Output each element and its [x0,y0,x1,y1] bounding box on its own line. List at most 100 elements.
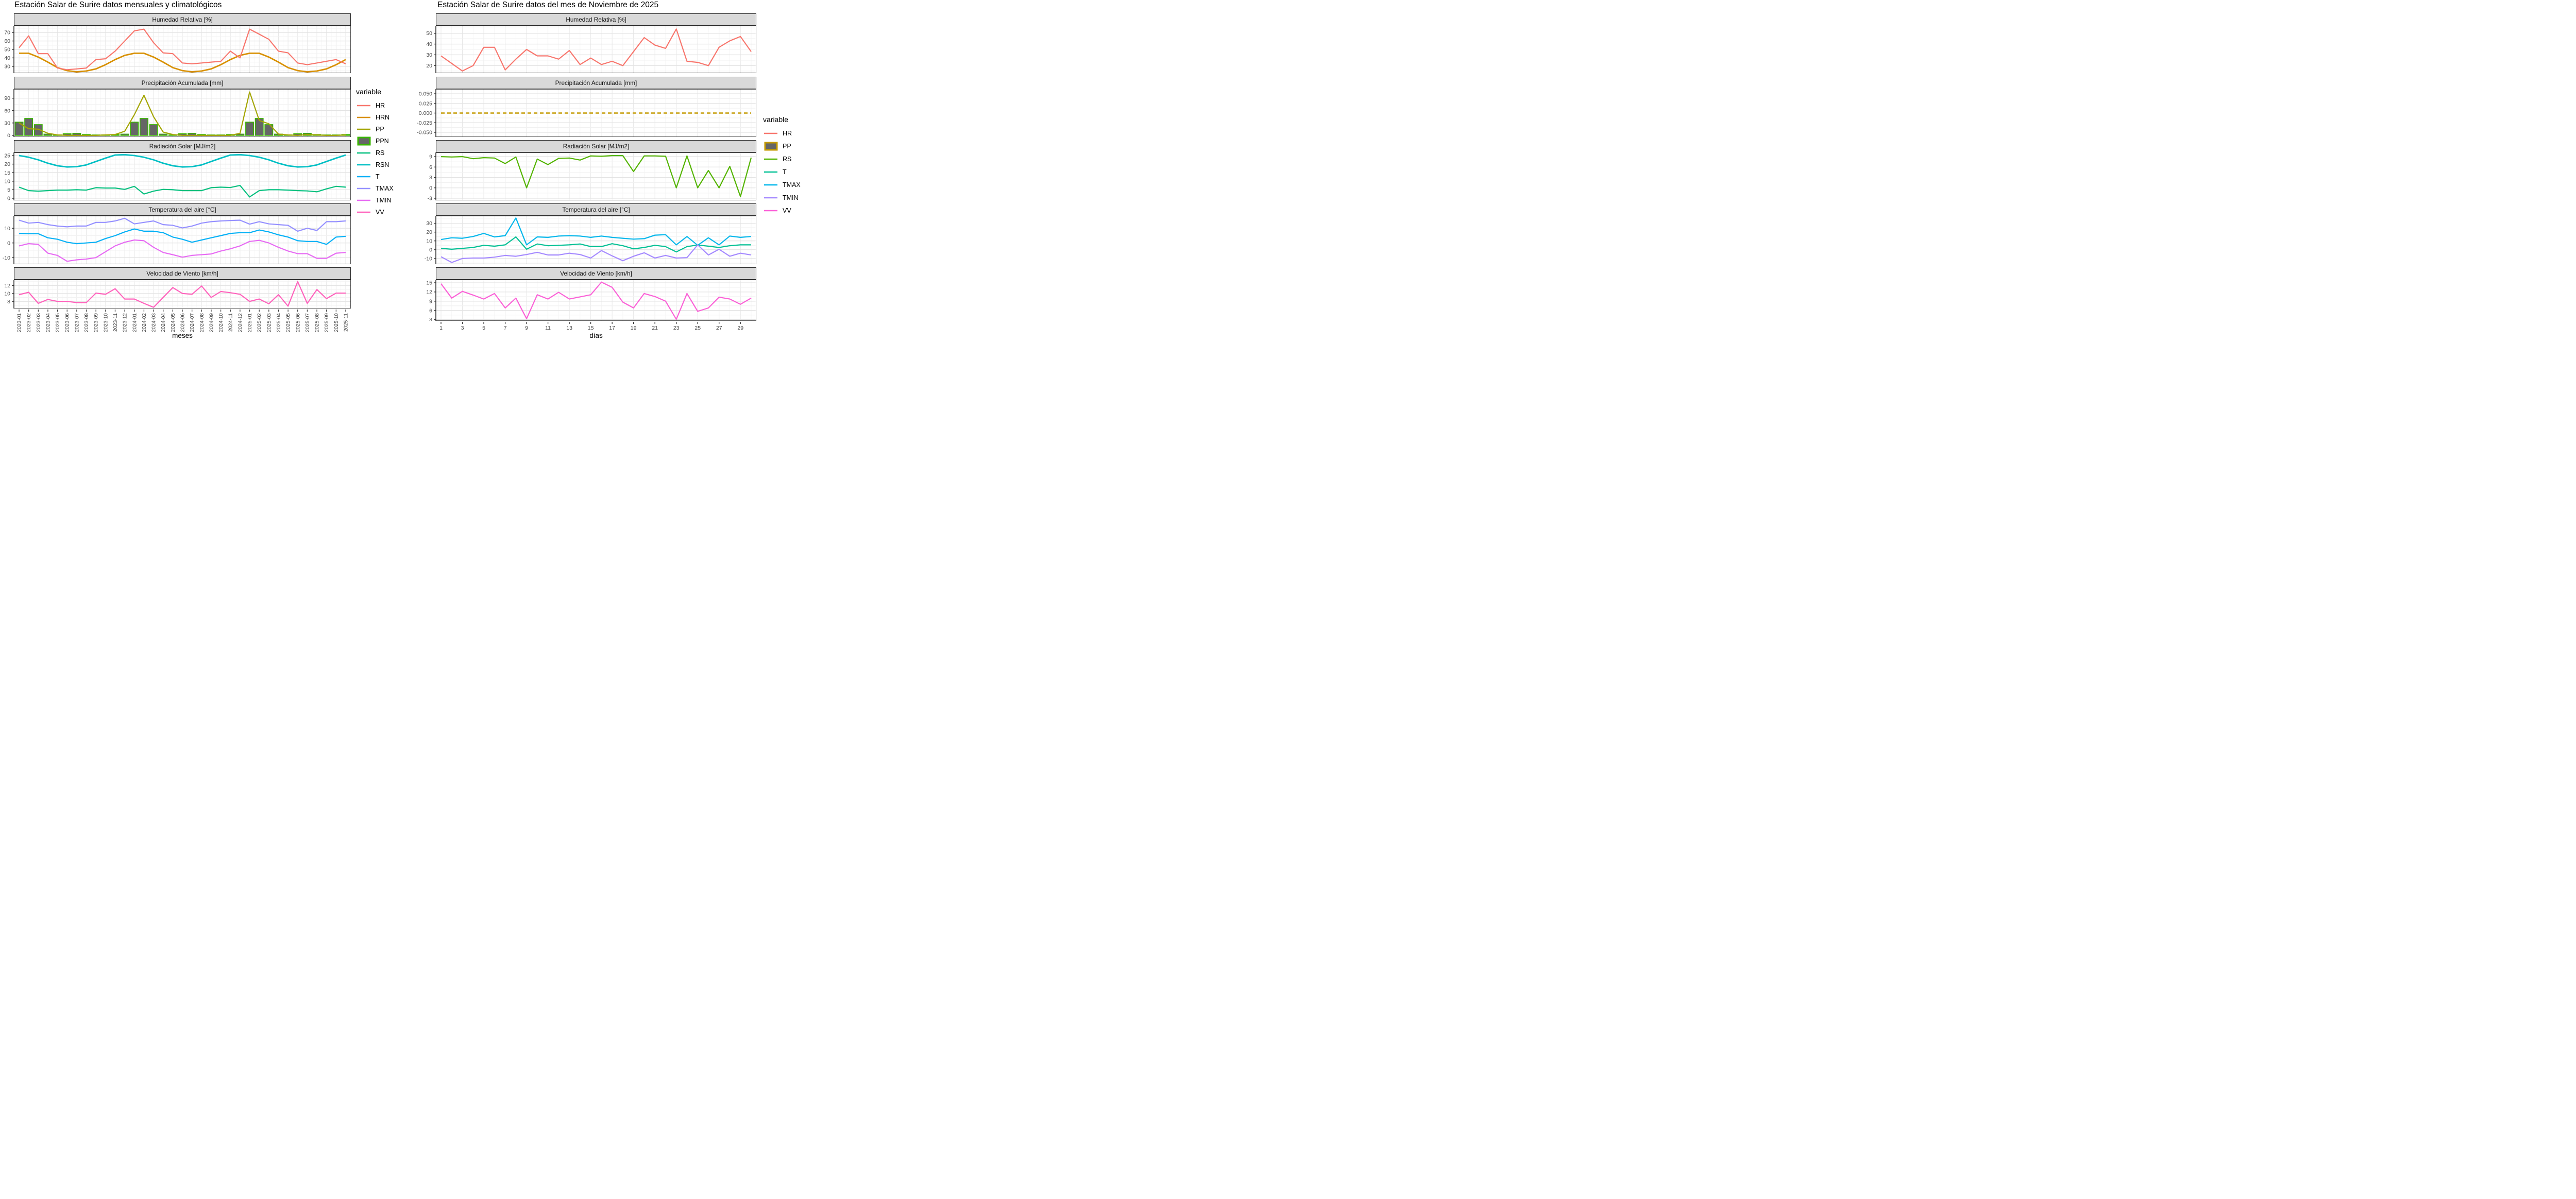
x-axis-labels-1: 1 3 5 7 9 11 13 15 17 19 21 23 25 27 29 [439,322,743,330]
legend-item-label: HR [376,102,385,109]
left-legend-title: variable [356,88,382,96]
x-tick-label: 25 [694,325,701,330]
y-tick-label: 5 [7,187,10,193]
x-tick-label: 2024-11 [228,313,234,332]
y-tick-label: 10 [4,290,10,297]
y-tick-label: 25 [4,153,10,159]
line-TMAX [19,217,346,232]
y-tick-label: 15 [426,280,432,286]
legend-item-TMAX: TMAX [763,180,801,190]
y-tick-label: 0 [7,240,10,246]
x-tick-label: 2025-09 [324,313,330,332]
x-tick-label: 1 [439,325,443,330]
x-tick-label: 9 [525,325,528,330]
legend-key-line [764,158,777,160]
legend-item-VV: VV [356,208,394,217]
legend-item-PPN: PPN [356,136,394,146]
legend-item-VV: VV [763,206,801,215]
x-tick-label: 2025-06 [295,313,301,332]
x-tick-label: 2024-10 [218,313,224,332]
line-RSN [19,153,346,168]
right-legend-items: HR PP RS T TMAX TMIN VV [763,129,801,215]
facet-plot-1-4: 15 12 9 6 3 [426,280,756,321]
x-tick-label: 2024-08 [199,313,205,332]
y-tick-label: -0.050 [417,130,432,136]
legend-item-label: HRN [376,114,390,121]
legend-key-line [357,187,370,190]
y-tick-label: 15 [4,170,10,176]
facet-plot-1-3: 30 20 10 0 -10 [425,216,756,264]
line-HRN [19,53,346,73]
line-TMAX [440,217,752,246]
y-tick-label: 20 [4,161,10,167]
y-tick-label: 8 [7,299,10,305]
x-tick-label: 2024-12 [238,313,243,332]
x-tick-label: 2023-11 [113,313,118,332]
legend-key-line [764,197,777,199]
x-tick-label: 2025-07 [305,313,311,332]
x-tick-label: 2023-04 [45,313,51,332]
bar-PPN [130,122,139,136]
facet-plot-1-2: 9 6 3 0 -3 [428,152,756,200]
legend-item-PP: PP [763,142,801,151]
y-tick-label: 0 [7,196,10,200]
x-tick-label: 2023-09 [94,313,99,332]
x-tick-label: 2023-10 [103,313,109,332]
legend-key-line [357,211,370,213]
line-VV [19,281,346,308]
facet-plot-1-1: 0.050 0.025 0.000 -0.025 -0.050 [417,89,756,137]
y-tick-label: 3 [429,175,432,181]
x-tick-label: 2024-05 [171,313,176,332]
left-chart-title: Estación Salar de Surire datos mensuales… [14,1,222,9]
y-tick-label: -3 [428,196,432,200]
bar-PPN [14,122,24,136]
bar-PPN [33,124,43,136]
x-tick-label: 2025-01 [247,313,253,332]
legend-item-label: VV [376,209,384,216]
x-tick-label: 2025-03 [266,313,272,332]
y-tick-label: 0 [429,247,432,253]
x-tick-label: 2024-07 [190,313,195,332]
legend-key-line [357,199,370,201]
legend-key-rect [764,142,778,151]
y-tick-label: 50 [4,47,10,53]
y-tick-label: 30 [4,63,10,70]
x-tick-label: 23 [673,325,680,330]
facet-strip-1-4: Velocidad de Viento [km/h] [436,267,756,280]
legend-key-line [357,164,370,166]
legend-key-line [764,210,777,212]
x-tick-label: 2023-01 [17,313,23,332]
x-tick-label: 2025-08 [315,313,320,332]
legend-key-line [357,116,370,118]
x-tick-label: 2025-10 [334,313,340,332]
y-tick-label: 30 [426,52,432,58]
line-PP [19,91,346,136]
legend-item-label: TMAX [783,181,801,189]
x-tick-label: 2025-04 [276,313,282,332]
x-tick-label: 2023-06 [65,313,71,332]
y-tick-label: 30 [426,220,432,227]
y-tick-label: 40 [426,41,432,47]
line-HR [440,28,752,72]
y-tick-label: 40 [4,55,10,61]
x-tick-label: 15 [588,325,594,330]
bar-PPN [255,118,264,136]
x-tick-label: 2024-06 [180,313,186,332]
legend-key-line [357,152,370,154]
x-tick-label: 2025-11 [344,313,349,332]
legend-item-label: TMAX [376,185,394,192]
x-tick-label: 29 [737,325,743,330]
y-tick-label: 12 [4,283,10,289]
facet-strip-0-0: Humedad Relativa [%] [14,13,351,26]
legend-item-PP: PP [356,125,394,134]
facet-strip-1-1: Precipitación Acumulada [mm] [436,77,756,89]
left-legend: variable HR HRN PP PPN RS RSN T TMAX TMIN VV [356,88,394,219]
right-chart-title: Estación Salar de Surire datos del mes d… [437,1,659,9]
bar-PPN [43,133,53,136]
y-tick-label: 60 [4,38,10,44]
y-tick-label: 10 [4,178,10,184]
legend-item-HR: HR [763,129,801,138]
legend-item-label: RS [783,156,792,163]
x-tick-label: 13 [566,325,572,330]
facet-plot-0-2: 25 20 15 10 5 0 [4,152,351,200]
